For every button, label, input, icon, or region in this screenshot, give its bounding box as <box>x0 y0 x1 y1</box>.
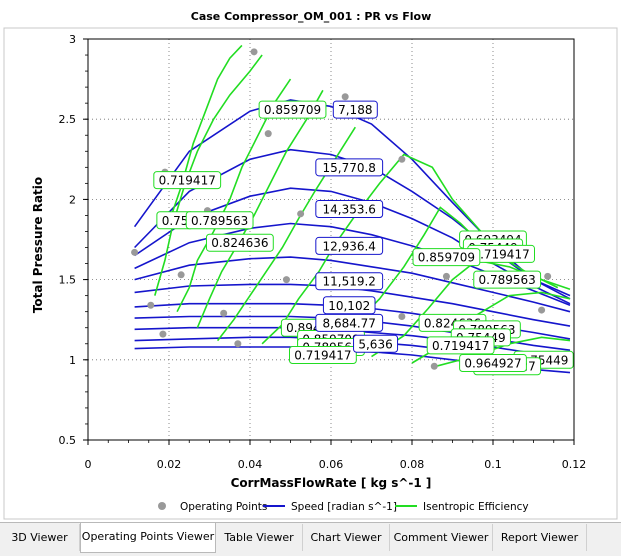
tab-3d-viewer[interactable]: 3D Viewer <box>0 524 80 551</box>
efficiency-label: 0.789563 <box>479 273 536 287</box>
efficiency-label: 0.719417 <box>432 339 489 353</box>
operating-point <box>147 301 155 309</box>
operating-point <box>220 309 228 317</box>
operating-point <box>250 48 258 56</box>
y-tick-label: 3 <box>69 33 76 46</box>
efficiency-label: 0.789563 <box>191 214 248 228</box>
viewer-tab-bar: 3D Viewer Operating Points Viewer Table … <box>0 522 621 556</box>
x-tick-label: 0.02 <box>157 458 182 471</box>
efficiency-label: 0.824636 <box>211 236 268 250</box>
y-tick-label: 0.5 <box>59 434 77 447</box>
efficiency-label-box <box>153 171 222 190</box>
efficiency-label: 0.75 <box>162 214 189 228</box>
operating-point <box>341 93 349 101</box>
operating-point <box>544 272 552 280</box>
efficiency-label: 0.719417 <box>159 174 216 188</box>
efficiency-label: 0.859709 <box>264 103 321 117</box>
efficiency-label-box <box>412 248 481 267</box>
pr-vs-flow-chart: Case Compressor_OM_001 : PR vs Flow 0.71… <box>3 10 618 520</box>
legend: Operating Points Speed [radian s^-1] Isent… <box>158 501 529 513</box>
efficiency-label-box <box>289 345 357 364</box>
operating-point <box>398 312 406 320</box>
efficiency-label: 0.859709 <box>418 251 475 265</box>
speed-label: 11,519.2 <box>323 275 376 289</box>
x-tick-label: 0.06 <box>319 458 344 471</box>
legend-label: Speed [radian s^-1] <box>291 501 397 513</box>
operating-point <box>398 155 406 163</box>
operating-point <box>538 306 546 314</box>
speed-label: 7,188 <box>338 103 372 117</box>
operating-point <box>131 248 139 256</box>
speed-label: 10,102 <box>328 299 370 313</box>
operating-point <box>177 271 185 279</box>
y-tick-label: 2 <box>69 193 76 206</box>
tab-operating-points-viewer[interactable]: Operating Points Viewer <box>80 523 216 553</box>
efficiency-line <box>196 89 324 329</box>
speed-line <box>134 256 571 313</box>
speed-label-box <box>315 158 384 177</box>
x-tick-label: 0 <box>85 458 92 471</box>
plot-border <box>87 38 575 441</box>
y-tick-label: 2.5 <box>59 113 77 126</box>
chart-frame <box>3 27 618 520</box>
speed-label: 15,770.8 <box>323 161 376 175</box>
efficiency-line <box>154 54 263 296</box>
efficiency-label-box <box>258 100 327 119</box>
operating-point <box>159 330 167 338</box>
tab-comment-viewer[interactable]: Comment Viewer <box>390 524 493 551</box>
speed-label-box <box>315 313 384 332</box>
tab-report-viewer[interactable]: Report Viewer <box>493 524 587 551</box>
operating-point <box>430 362 438 370</box>
x-axis-label: CorrMassFlowRate [ kg s^-1 ] <box>231 476 432 490</box>
efficiency-label: 0.964927 <box>464 357 521 371</box>
speed-label-box <box>315 236 384 255</box>
efficiency-label-box <box>205 233 274 252</box>
efficiency-line <box>261 153 514 345</box>
speed-line <box>134 326 571 361</box>
efficiency-label: 0.719417 <box>472 247 529 261</box>
axes: 0 0.02 0.04 0.06 0.08 0.1 0.12 0.5 1 1.5 2 2.5 3 <box>59 33 587 471</box>
y-axis-label: Total Pressure Ratio <box>31 177 45 313</box>
legend-label: Isentropic Efficiency <box>423 501 529 513</box>
operating-point <box>442 272 450 280</box>
speed-label-box <box>315 200 384 219</box>
tab-table-viewer[interactable]: Table Viewer <box>216 524 303 551</box>
speed-label: 14,353.6 <box>323 203 376 217</box>
speed-label: 12,936.4 <box>323 239 376 253</box>
chart-title: Case Compressor_OM_001 : PR vs Flow <box>191 10 432 23</box>
tab-chart-viewer[interactable]: Chart Viewer <box>303 524 390 551</box>
speed-label-box <box>315 272 384 291</box>
legend-point-marker <box>158 502 166 510</box>
operating-point <box>297 210 305 218</box>
efficiency-label-box <box>185 211 254 230</box>
efficiency-label-box <box>473 270 542 289</box>
speed-label: 8,684.77 <box>323 316 376 330</box>
legend-label: Operating Points <box>180 501 267 513</box>
operating-point <box>234 340 242 348</box>
efficiency-label-box <box>459 354 527 373</box>
efficiency-label: 0.719417 <box>294 348 351 362</box>
speed-label-box <box>322 296 376 315</box>
speed-label-box <box>353 334 399 353</box>
operating-point <box>282 276 290 284</box>
x-tick-label: 0.08 <box>400 458 425 471</box>
speed-label-box <box>332 100 378 119</box>
speed-label: 5,636 <box>358 337 392 351</box>
operating-point <box>264 130 272 138</box>
x-tick-label: 0.04 <box>238 458 263 471</box>
x-tick-label: 0.1 <box>484 458 502 471</box>
y-tick-label: 1 <box>69 354 76 367</box>
y-tick-label: 1.5 <box>59 274 77 287</box>
efficiency-label-box <box>426 336 495 355</box>
speed-line <box>134 283 571 327</box>
x-tick-label: 0.12 <box>562 458 587 471</box>
